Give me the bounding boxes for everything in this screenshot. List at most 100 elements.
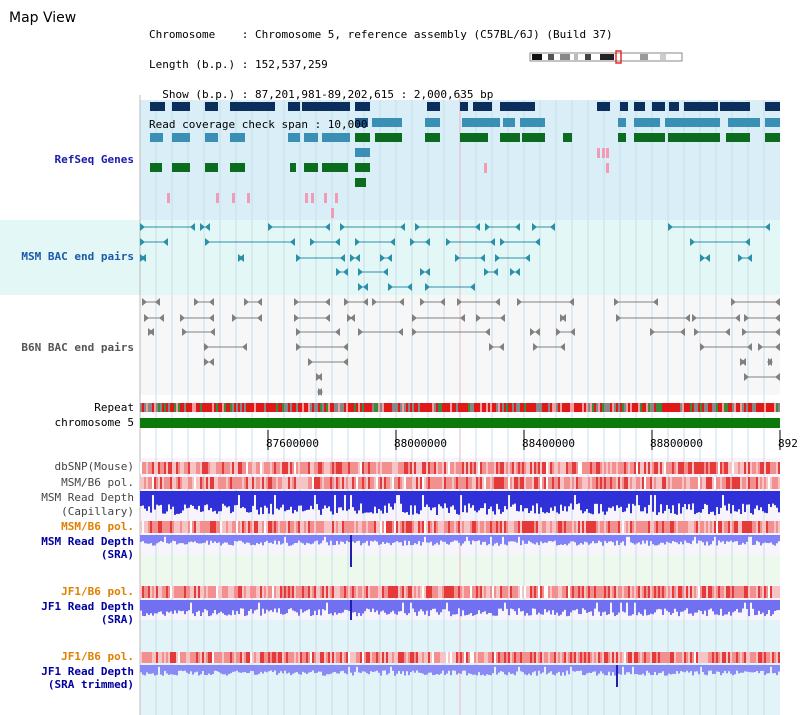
snp-cell [476,521,478,533]
depth-bar [594,600,596,609]
depth-bar [542,535,544,544]
snp-cell [320,652,322,663]
depth-bar [360,535,362,546]
snp-cell [298,477,300,489]
depth-bar [464,535,466,542]
snp-cell [574,477,576,489]
track-label-b6n-bac[interactable]: B6N BAC end pairs [21,341,134,354]
snp-cell [266,652,268,663]
snp-cell [312,462,314,474]
depth-bar [432,491,434,508]
bac-end [616,314,621,322]
track-label-msm-bac[interactable]: MSM BAC end pairs [21,250,134,263]
depth-bar [736,535,738,542]
depth-bar [754,535,756,545]
bac-end [517,298,522,306]
depth-bar [614,491,616,511]
depth-bar [706,665,708,676]
snp-cell [304,586,306,598]
repeat-block [424,403,426,412]
snp-cell [518,462,520,474]
snp-cell [304,652,306,663]
depth-bar [564,665,566,676]
snp-cell [694,652,696,663]
snp-cell [694,521,696,533]
snp-cell [692,462,694,474]
depth-bar [412,600,414,609]
snp-cell [352,477,354,489]
snp-cell [382,521,384,533]
depth-bar [450,535,452,543]
axis-tick-label: 88000000 [394,437,447,450]
depth-bar [534,491,536,514]
gene-block [728,118,760,127]
depth-bar [700,665,702,667]
snp-cell [674,652,676,663]
depth-bar [730,535,732,541]
depth-bar [454,535,456,541]
snp-cell [662,586,664,598]
depth-bar [558,491,560,514]
depth-bar [698,491,700,513]
depth-bar [150,600,152,614]
track-label-refseq-genes[interactable]: RefSeq Genes [54,153,134,166]
gene-small [484,163,487,173]
depth-bar [392,491,394,510]
depth-bar [506,600,508,609]
snp-cell [340,586,342,598]
depth-bar [274,600,276,609]
bac-end [745,238,750,246]
depth-bar [292,535,294,545]
repeat-block [690,403,692,412]
depth-bar [764,600,766,616]
snp-cell [162,521,164,533]
snp-cell [508,462,510,474]
snp-cell [206,586,208,598]
bac-end [420,268,425,276]
snp-cell [678,586,680,598]
snp-cell [408,521,410,533]
repeat-block [472,403,474,412]
bac-end [343,343,348,351]
snp-cell [354,521,356,533]
snp-cell [566,652,568,663]
snp-cell [758,462,760,474]
depth-bar [158,535,160,543]
repeat-block [190,403,192,412]
depth-bar [306,491,308,510]
snp-cell [734,652,736,663]
snp-cell [410,477,412,489]
snp-cell [304,462,306,474]
snp-cell [522,652,524,663]
repeat-block [602,403,604,412]
repeat-block [350,403,352,412]
repeat-block [324,403,326,412]
snp-cell [430,521,432,533]
snp-cell [664,652,666,663]
gene-block [372,118,402,127]
depth-bar [584,600,586,610]
depth-bar [570,491,572,504]
snp-cell [246,477,248,489]
bac-end [561,314,566,322]
depth-bar [754,600,756,616]
snp-cell [662,477,664,489]
gene-block [172,102,190,111]
repeat-block [722,403,724,412]
snp-cell [660,477,662,489]
depth-bar [506,535,508,546]
snp-cell [226,462,228,474]
snp-cell [408,477,410,489]
snp-cell [344,477,346,489]
depth-bar [370,665,372,672]
depth-bar [448,491,450,513]
repeat-block [210,403,212,412]
repeat-block [326,403,328,412]
depth-bar [638,665,640,675]
snp-cell [514,477,516,489]
snp-cell [638,462,640,474]
depth-bar [492,535,494,546]
depth-bar [744,600,746,603]
snp-cell [438,521,440,533]
